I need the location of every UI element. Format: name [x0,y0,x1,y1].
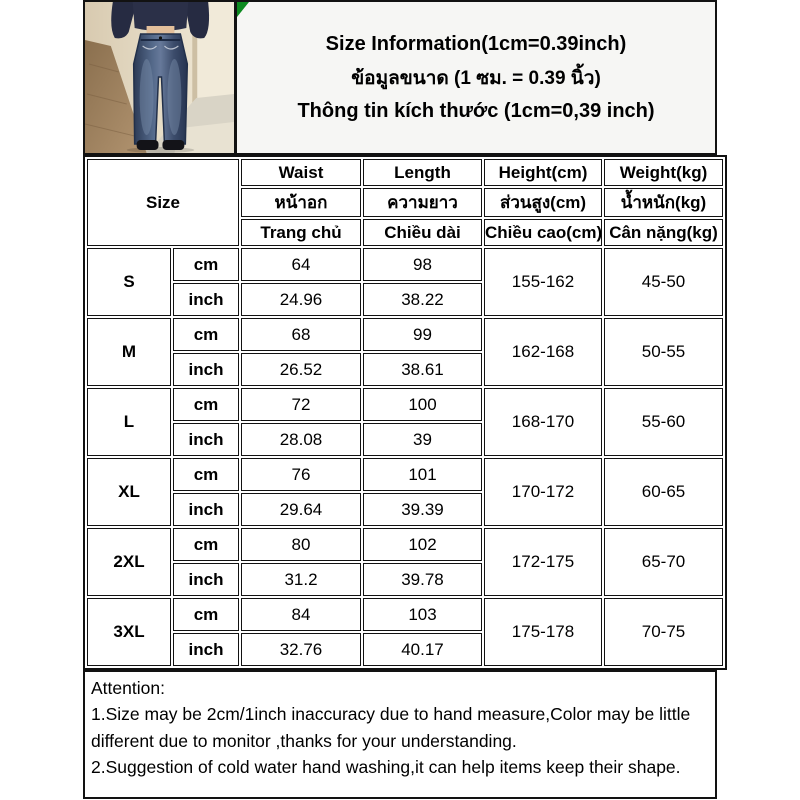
weight-range-cell: 50-55 [604,318,723,386]
size-label-cell: XL [87,458,171,526]
waist-cm-cell: 72 [241,388,361,421]
length-inch-cell: 38.22 [363,283,482,316]
unit-cm-cell: cm [173,248,239,281]
size-header-cell: Size [87,159,239,246]
col-header-length-en: Length [363,159,482,186]
length-inch-cell: 39.78 [363,563,482,596]
unit-inch-cell: inch [173,423,239,456]
unit-inch-cell: inch [173,493,239,526]
waist-inch-cell: 24.96 [241,283,361,316]
attention-title: Attention: [91,678,165,698]
size-row-inch: inch 31.2 39.78 [87,563,723,596]
col-header-height-vi: Chiều cao(cm) [484,219,602,246]
size-label-cell: S [87,248,171,316]
col-header-weight-th: น้ำหนัก(kg) [604,188,723,217]
unit-cm-cell: cm [173,458,239,491]
size-row-inch: inch 29.64 39.39 [87,493,723,526]
waist-inch-cell: 28.08 [241,423,361,456]
waist-cm-cell: 76 [241,458,361,491]
product-photo [83,0,237,155]
size-row-inch: inch 32.76 40.17 [87,633,723,666]
attention-line-2: 2.Suggestion of cold water hand washing,… [91,756,681,777]
unit-inch-cell: inch [173,353,239,386]
size-table: Size Waist Length Height(cm) Weight(kg) … [83,155,727,670]
title-vietnamese: Thông tin kích thước (1cm=0,39 inch) [297,99,655,122]
length-cm-cell: 99 [363,318,482,351]
title-thai: ข้อมูลขนาด (1 ซม. = 0.39 นิ้ว) [351,67,601,89]
size-table-body: S cm 64 98 155-162 45-50 inch 24.96 38.2… [87,248,723,666]
weight-range-cell: 55-60 [604,388,723,456]
top-row: Size Information(1cm=0.39inch) ข้อมูลขนา… [83,0,717,155]
unit-cm-cell: cm [173,388,239,421]
height-range-cell: 170-172 [484,458,602,526]
size-label-cell: 2XL [87,528,171,596]
weight-range-cell: 45-50 [604,248,723,316]
size-label-cell: L [87,388,171,456]
waist-cm-cell: 68 [241,318,361,351]
col-header-length-vi: Chiều dài [363,219,482,246]
height-range-cell: 162-168 [484,318,602,386]
unit-cm-cell: cm [173,318,239,351]
col-header-weight-vi: Cân nặng(kg) [604,219,723,246]
attention-box: Attention: 1.Size may be 2cm/1inch inacc… [83,670,717,799]
length-inch-cell: 38.61 [363,353,482,386]
length-cm-cell: 103 [363,598,482,631]
size-row-cm: XL cm 76 101 170-172 60-65 [87,458,723,526]
length-inch-cell: 39 [363,423,482,456]
waist-inch-cell: 31.2 [241,563,361,596]
attention-line-1: 1.Size may be 2cm/1inch inaccuracy due t… [91,704,691,751]
size-row-cm: L cm 72 100 168-170 55-60 [87,388,723,456]
height-range-cell: 155-162 [484,248,602,316]
weight-range-cell: 60-65 [604,458,723,526]
size-row-cm: 2XL cm 80 102 172-175 65-70 [87,528,723,596]
unit-inch-cell: inch [173,633,239,666]
jeans-model-illustration [85,2,234,153]
col-header-weight-en: Weight(kg) [604,159,723,186]
size-row-inch: inch 26.52 38.61 [87,353,723,386]
size-table-header: Size Waist Length Height(cm) Weight(kg) … [87,159,723,246]
col-header-waist-en: Waist [241,159,361,186]
size-label-cell: M [87,318,171,386]
height-range-cell: 175-178 [484,598,602,666]
unit-cm-cell: cm [173,598,239,631]
col-header-length-th: ความยาว [363,188,482,217]
length-inch-cell: 39.39 [363,493,482,526]
length-cm-cell: 101 [363,458,482,491]
size-row-cm: M cm 68 99 162-168 50-55 [87,318,723,386]
size-row-inch: inch 24.96 38.22 [87,283,723,316]
unit-inch-cell: inch [173,283,239,316]
col-header-waist-th: หน้าอก [241,188,361,217]
waist-inch-cell: 29.64 [241,493,361,526]
waist-inch-cell: 26.52 [241,353,361,386]
waist-cm-cell: 84 [241,598,361,631]
size-row-cm: S cm 64 98 155-162 45-50 [87,248,723,316]
col-header-waist-vi: Trang chủ [241,219,361,246]
waist-cm-cell: 64 [241,248,361,281]
green-corner-icon [237,2,249,17]
waist-inch-cell: 32.76 [241,633,361,666]
height-range-cell: 172-175 [484,528,602,596]
weight-range-cell: 70-75 [604,598,723,666]
weight-range-cell: 65-70 [604,528,723,596]
size-chart-sheet: Size Information(1cm=0.39inch) ข้อมูลขนา… [83,0,727,799]
length-cm-cell: 100 [363,388,482,421]
waist-cm-cell: 80 [241,528,361,561]
col-header-height-en: Height(cm) [484,159,602,186]
col-header-height-th: ส่วนสูง(cm) [484,188,602,217]
length-inch-cell: 40.17 [363,633,482,666]
unit-inch-cell: inch [173,563,239,596]
size-row-inch: inch 28.08 39 [87,423,723,456]
length-cm-cell: 102 [363,528,482,561]
length-cm-cell: 98 [363,248,482,281]
size-label-cell: 3XL [87,598,171,666]
title-english: Size Information(1cm=0.39inch) [325,32,627,55]
size-info-header: Size Information(1cm=0.39inch) ข้อมูลขนา… [237,0,717,155]
unit-cm-cell: cm [173,528,239,561]
height-range-cell: 168-170 [484,388,602,456]
size-row-cm: 3XL cm 84 103 175-178 70-75 [87,598,723,666]
